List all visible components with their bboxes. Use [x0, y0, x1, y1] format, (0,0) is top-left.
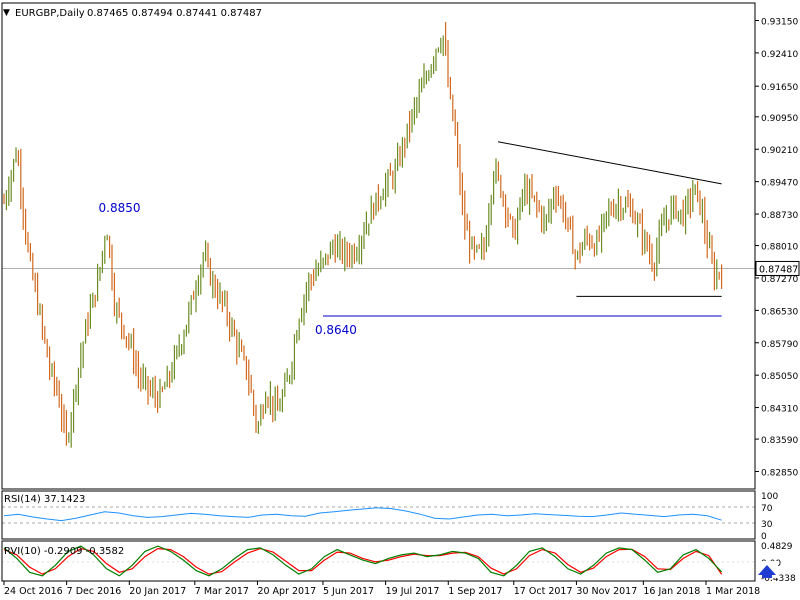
price-tick-label: 0.90210	[761, 146, 798, 156]
price-tick-label: 0.88010	[761, 243, 798, 253]
panel-frame	[1, 540, 756, 582]
price-tick-label: 0.87270	[761, 275, 798, 285]
price-tick-label: 0.85790	[761, 340, 798, 350]
panel-frames	[1, 2, 756, 582]
time-tick-label: 20 Jan 2017	[129, 586, 186, 597]
current-price-box	[755, 260, 800, 276]
time-tick-label: 20 Apr 2017	[257, 586, 316, 597]
rsi-axis-label: 100	[761, 492, 778, 502]
rvi-axis-label: -0.4338	[761, 574, 796, 584]
price-tick-label: 0.89470	[761, 179, 798, 189]
price-tick-label: 0.90950	[761, 114, 798, 124]
price-tick-label: 0.86530	[761, 307, 798, 317]
price-tick-label: 0.84310	[761, 405, 798, 415]
price-tick-label: 0.88730	[761, 211, 798, 221]
chart-menu-arrow-icon[interactable]: ▼	[3, 8, 10, 18]
panel-frame	[1, 2, 756, 490]
time-tick-label: 1 Sep 2017	[448, 586, 502, 597]
price-tick-label: 0.82850	[761, 468, 798, 478]
ohlc-readout: 0.87465 0.87494 0.87441 0.87487	[87, 8, 262, 19]
price-tick-label: 0.85050	[761, 372, 798, 382]
rsi-axis-label: 70	[761, 504, 773, 514]
time-tick-label: 5 Jun 2017	[323, 586, 374, 597]
price-annotation: 0.8850	[99, 201, 141, 215]
time-tick-label: 30 Nov 2017	[576, 586, 637, 597]
label-layer: ▼ EURGBP,Daily 0.87465 0.87494 0.87441 0…	[3, 8, 262, 557]
price-tick-label: 0.91650	[761, 83, 798, 93]
price-tick-label: 0.93150	[761, 18, 798, 28]
rsi-panel	[2, 506, 755, 524]
time-tick-label: 24 Oct 2016	[4, 586, 63, 597]
rsi-header: RSI(14) 37.1423	[4, 494, 85, 505]
rvi-signal-line	[3, 547, 723, 575]
symbol-title: EURGBP,Daily	[15, 8, 85, 19]
time-tick-label: 16 Jan 2018	[643, 586, 700, 597]
scroll-up-icon[interactable]	[757, 561, 778, 578]
time-tick-label: 7 Mar 2017	[195, 586, 249, 597]
time-tick-label: 7 Dec 2016	[67, 586, 122, 597]
rsi-axis-label: 30	[761, 520, 773, 530]
current-price-label: 0.87487	[759, 264, 798, 275]
rvi-header: RVI(10) -0.2909 -0.3582	[4, 546, 124, 557]
candlestick-series	[3, 22, 723, 448]
annotation-layer: 0.8850 0.8640	[99, 141, 722, 337]
rsi-line	[3, 507, 722, 522]
panel-frame	[1, 490, 756, 540]
rsi-axis-label: 0	[761, 532, 767, 542]
rvi-panel	[2, 545, 755, 577]
resistance-trendline	[498, 141, 722, 185]
price-annotation: 0.8640	[315, 323, 357, 337]
rvi-main-line	[3, 545, 723, 577]
time-tick-label: 17 Oct 2017	[514, 586, 573, 597]
rvi-axis-label: 0.4829	[761, 542, 793, 552]
price-tick-label: 0.92410	[761, 50, 798, 60]
axes-layer: 0.93150 0.92410 0.91650 0.90950 0.90210 0.894…	[3, 18, 800, 597]
price-tick-label: 0.83590	[761, 436, 798, 446]
time-tick-label: 19 Jul 2017	[386, 586, 440, 597]
time-tick-label: 1 Mar 2018	[706, 586, 760, 597]
